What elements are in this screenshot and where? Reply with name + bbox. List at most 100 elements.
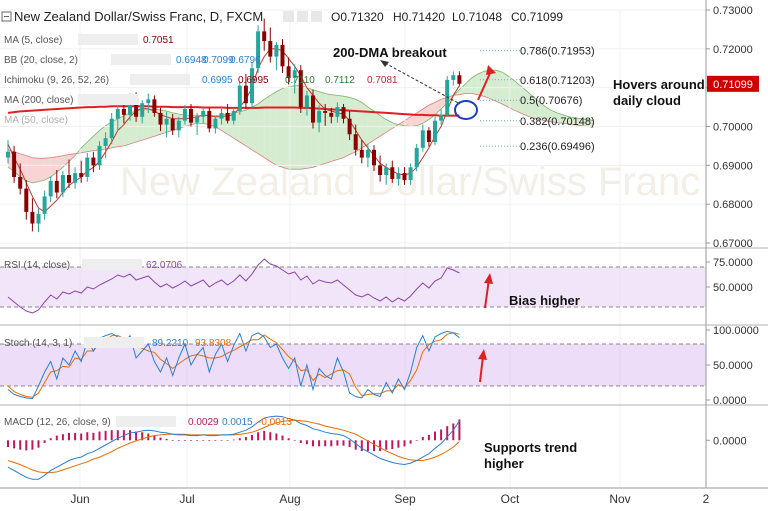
time-tick-label: Nov <box>609 492 630 506</box>
cloud-segment <box>416 109 423 126</box>
cloud-segment <box>331 94 338 162</box>
time-tick-label: Oct <box>501 492 520 506</box>
eye-icon[interactable] <box>283 11 294 22</box>
candle-body <box>182 109 187 121</box>
macd-hist-bar <box>214 440 217 441</box>
macd-hist-bar <box>244 436 247 441</box>
cloud-segment <box>471 74 478 95</box>
fib-level-label: 0.618(0.71203) <box>520 75 595 87</box>
breakout-circle <box>454 100 478 120</box>
candle-body <box>85 157 90 177</box>
candle-body <box>121 109 126 115</box>
legend-ma5-icons[interactable] <box>78 34 138 45</box>
macd-hist-bar <box>452 423 455 441</box>
macd-hist-bar <box>74 432 77 441</box>
macd-hist-bar <box>135 431 138 441</box>
legend-ichimoku-v1: 0.6995 <box>202 75 233 86</box>
price-tick-label: 0.72000 <box>713 44 753 56</box>
settings-icon[interactable] <box>297 11 308 22</box>
candle-body <box>378 165 383 176</box>
macd-hist-bar <box>391 440 394 450</box>
macd-hist-bar <box>13 440 16 449</box>
legend-ma200-icons[interactable] <box>78 94 138 105</box>
time-axis[interactable]: Jun Jul Aug Sep Oct Nov 2 <box>0 487 768 506</box>
cloud-segment <box>544 106 551 122</box>
candle-body <box>372 149 376 166</box>
legend-macd-icons <box>116 416 176 427</box>
stoch-tick-label: 100.0000 <box>713 325 759 337</box>
rsi-line <box>7 258 460 314</box>
arrow-price-up-head-icon <box>486 65 496 75</box>
last-price-tag-box <box>707 75 759 92</box>
macd-tick-label: 0.0000 <box>713 435 747 447</box>
fib-level-label: 0.5(0.70676) <box>520 95 582 107</box>
macd-hist-bar <box>360 440 363 452</box>
time-tick-label: Jun <box>70 492 89 506</box>
collapse-icon[interactable] <box>1 11 12 22</box>
candle-body <box>170 118 175 131</box>
legend-stoch-icons <box>84 337 144 348</box>
cloud-segment <box>532 96 539 120</box>
cloud-segment <box>258 99 265 158</box>
macd-hist-bar <box>104 430 107 441</box>
oscillator-panes: RSI (14, close) 62.0706 75.0000 50.0000 Stoc… <box>0 257 759 480</box>
legend-ichimoku[interactable]: Ichimoku (9, 26, 52, 26) <box>4 75 109 86</box>
legend-ichimoku-v2: 0.6995 <box>238 75 269 86</box>
candle-body <box>262 31 267 42</box>
macd-hist-bar <box>287 438 290 441</box>
macd-hist-bar <box>116 430 119 441</box>
candle-body <box>6 151 10 158</box>
legend-ma200[interactable]: MA (200, close) <box>4 95 73 106</box>
legend-bb[interactable]: BB (20, close, 2) <box>4 55 78 66</box>
macd-hist-bar <box>379 440 382 452</box>
annotation-arrowhead-icon <box>380 60 389 67</box>
cloud-segment <box>374 110 381 141</box>
cloud-segment <box>319 91 326 166</box>
rsi-tick-label: 50.0000 <box>713 282 753 294</box>
macd-hist-bar <box>110 430 113 441</box>
macd-hist-bar <box>348 440 351 447</box>
cloud-segment <box>465 77 472 94</box>
last-price-tag: 0.71099 <box>707 75 759 92</box>
legend-ichimoku-icons[interactable] <box>130 74 190 85</box>
legend-bb-icons[interactable] <box>111 54 171 65</box>
macd-hist-bar <box>415 440 418 441</box>
candle-body <box>347 118 352 135</box>
annotations: 200-DMA breakout Hovers around daily clo… <box>333 45 705 471</box>
candle-body <box>201 110 206 117</box>
legend-ichimoku-v4: 0.7112 <box>325 75 355 86</box>
macd-hist-bar <box>226 440 229 441</box>
candle-body <box>268 41 273 57</box>
cloud-segment <box>557 112 564 124</box>
legend-ma5[interactable]: MA (5, close) <box>4 35 62 46</box>
macd-hist-bar <box>312 440 314 447</box>
macd-hist-bar <box>196 440 199 441</box>
candle-body <box>152 99 157 113</box>
cloud-segment <box>587 119 594 128</box>
candle-body <box>353 134 358 150</box>
symbol-title: New Zealand Dollar/Swiss Franc, D, FXCM <box>14 9 263 24</box>
legend-ma50[interactable]: MA (50, close) <box>4 115 68 126</box>
cloud-segment <box>26 155 33 183</box>
header-toolbar-icons[interactable] <box>283 11 322 22</box>
candle-body <box>73 173 78 183</box>
price-tick-label: 0.69000 <box>713 160 753 172</box>
cloud-segment <box>526 90 533 118</box>
macd-hist-bar <box>324 440 327 447</box>
candle-body <box>12 151 17 177</box>
price-axis[interactable]: 0.730000.720000.710000.700000.690000.680… <box>705 0 753 488</box>
legend-rsi: RSI (14, close) <box>4 260 70 271</box>
macd-hist-bar <box>409 440 412 444</box>
more-icon[interactable] <box>311 11 322 22</box>
arrow-price-up <box>477 70 492 101</box>
macd-hist-bar <box>86 432 89 441</box>
macd-hist-bar <box>49 438 52 441</box>
cloud-segment <box>581 118 588 127</box>
candle-body <box>292 70 297 78</box>
cloud-segment <box>496 70 503 104</box>
macd-hist-bar <box>68 432 70 441</box>
macd-hist-bar <box>141 432 144 441</box>
macd-hist-bar <box>129 430 131 441</box>
time-tick-label: 2 <box>703 492 710 506</box>
